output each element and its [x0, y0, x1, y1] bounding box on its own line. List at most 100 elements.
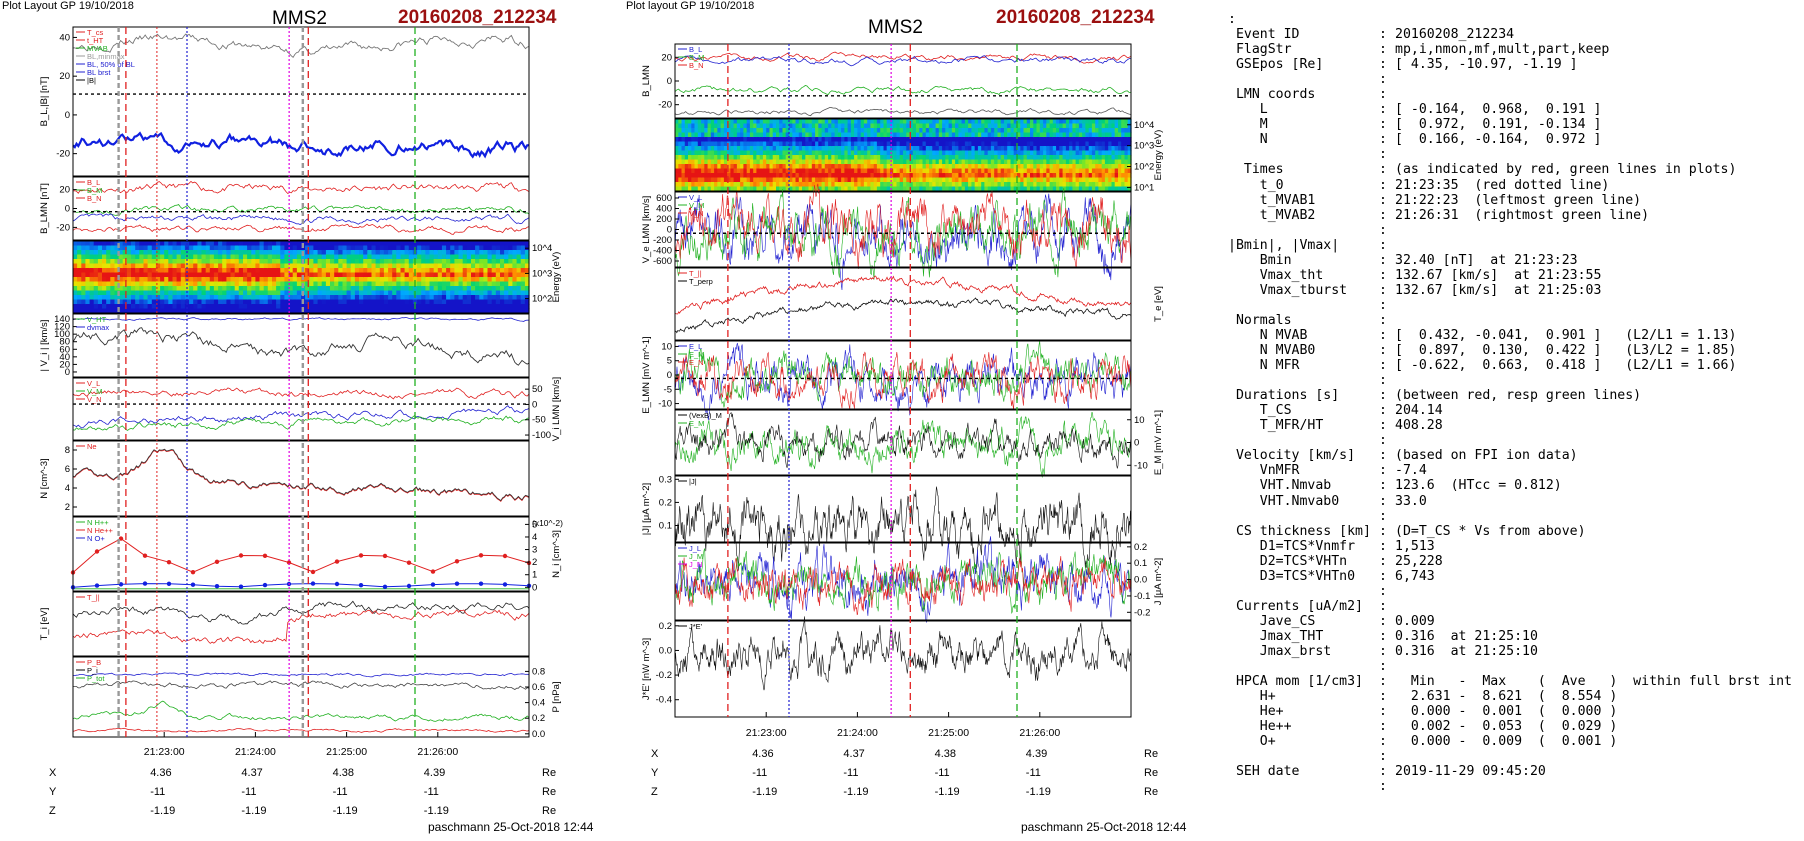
spectrogram-cell: [815, 123, 819, 129]
spectrogram-cell: [1004, 159, 1008, 165]
spectrogram-cell: [317, 281, 323, 287]
spectrogram-cell: [197, 245, 203, 251]
spectrogram-cell: [176, 254, 182, 260]
spectrogram-cell: [209, 304, 215, 310]
spectrogram-cell: [938, 159, 943, 165]
spectrogram-cell: [968, 141, 972, 147]
spectrogram-cell: [1121, 155, 1126, 161]
spectrogram-cell: [906, 146, 911, 152]
spectrogram-cell: [834, 141, 839, 147]
spectrogram-cell: [1056, 146, 1060, 152]
spectrogram-cell: [675, 132, 679, 138]
spectrogram-cell: [723, 123, 728, 129]
spectrogram-cell: [292, 268, 298, 274]
spectrogram-cell: [520, 304, 526, 310]
spectrogram-cell: [717, 150, 722, 156]
spectrogram-cell: [280, 263, 285, 269]
spectrogram-cell: [1026, 141, 1031, 147]
spectrogram-cell: [1030, 168, 1034, 174]
spectrogram-cell: [831, 137, 836, 143]
spectrogram-cell: [684, 128, 689, 134]
spectrogram-cell: [684, 159, 689, 165]
spectrogram-cell: [450, 286, 455, 292]
spectrogram-cell: [433, 250, 439, 256]
spectrogram-cell: [259, 277, 265, 283]
spectrogram-cell: [994, 164, 999, 170]
spectrogram-cell: [766, 177, 771, 183]
spectrogram-cell: [383, 277, 389, 283]
spectrogram-cell: [951, 128, 956, 134]
spectrogram-cell: [330, 254, 335, 260]
spectrogram-cell: [1065, 123, 1070, 129]
spectrogram-cell: [516, 290, 522, 296]
spectrogram-cell: [350, 286, 356, 292]
spectrogram-cell: [994, 155, 999, 161]
spectrogram-cell: [135, 250, 140, 256]
spectrogram-cell: [334, 304, 339, 310]
spectrogram-cell: [720, 137, 725, 143]
spectrogram-cell: [818, 132, 823, 138]
y-tick-label: 10^4: [532, 243, 552, 254]
spectrogram-cell: [172, 272, 178, 278]
spectrogram-cell: [824, 150, 829, 156]
spectrogram-cell: [805, 164, 810, 170]
spectrogram-cell: [802, 132, 806, 138]
spectrogram-cell: [964, 173, 969, 179]
spectrogram-cell: [122, 250, 128, 256]
spectrogram-cell: [1046, 164, 1051, 170]
spectrogram-cell: [977, 168, 982, 174]
spectrogram-cell: [85, 272, 91, 278]
spectrogram-cell: [990, 182, 995, 188]
spectrogram-cell: [193, 304, 198, 310]
spectrogram-cell: [938, 155, 943, 161]
spectrogram-cell: [1036, 177, 1041, 183]
spectrogram-cell: [226, 250, 232, 256]
spectrogram-cell: [714, 146, 718, 152]
spectrogram-cell: [280, 250, 285, 256]
spectrogram-cell: [284, 250, 290, 256]
spectrogram-cell: [714, 123, 718, 129]
legend-label: E_M: [689, 419, 704, 428]
spectrogram-cell: [97, 304, 103, 310]
spectrogram-cell: [131, 281, 136, 287]
spectrogram-cell: [106, 290, 111, 296]
spectrogram-cell: [707, 186, 712, 192]
spectrogram-cell: [1059, 132, 1064, 138]
spectrogram-cell: [733, 164, 738, 170]
spectrogram-cell: [1098, 123, 1103, 129]
spectrogram-cell: [1030, 123, 1034, 129]
spectrogram-cell: [808, 186, 813, 192]
spectrogram-cell: [896, 123, 901, 129]
spectrogram-cell: [354, 277, 360, 283]
spectrogram-cell: [1004, 128, 1008, 134]
spectrogram-cell: [948, 123, 953, 129]
y-tick-label: 0: [532, 582, 537, 593]
x-tick-label: 21:25:00: [928, 727, 969, 739]
spectrogram-cell: [935, 146, 940, 152]
spectrogram-cell: [863, 168, 868, 174]
spectrogram-cell: [1039, 119, 1044, 125]
spectrogram-cell: [504, 290, 509, 296]
spectrogram-cell: [730, 123, 735, 129]
spectrogram-cell: [504, 245, 509, 251]
spectrogram-cell: [707, 164, 712, 170]
spectrogram-cell: [89, 268, 95, 274]
spectrogram-cell: [1023, 123, 1028, 129]
spectrogram-cell: [850, 141, 855, 147]
spectrogram-cell: [301, 245, 306, 251]
spectrogram-cell: [147, 281, 153, 287]
spectrogram-cell: [305, 304, 310, 310]
scale-note: (x10^-2): [532, 518, 563, 528]
spectrogram-cell: [433, 299, 439, 305]
spectrogram-cell: [230, 245, 236, 251]
spectrogram-cell: [867, 137, 872, 143]
spectrogram-cell: [1078, 159, 1083, 165]
spectrogram-cell: [155, 268, 161, 274]
spectrogram-cell: [508, 272, 513, 278]
spectrogram-cell: [263, 272, 269, 278]
spectrogram-cell: [325, 308, 331, 314]
info-value: 21:26:31 (rightmost green line): [1395, 207, 1650, 223]
spectrogram-cell: [330, 304, 335, 310]
spectrogram-cell: [85, 281, 91, 287]
spectrogram-cell: [85, 299, 91, 305]
